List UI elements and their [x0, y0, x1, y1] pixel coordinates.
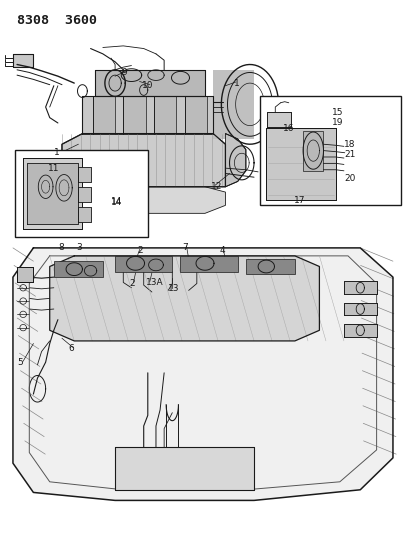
Polygon shape — [13, 54, 33, 67]
Text: 11: 11 — [47, 164, 59, 173]
Polygon shape — [213, 70, 254, 139]
Text: 2: 2 — [129, 279, 135, 288]
Polygon shape — [17, 266, 33, 282]
Polygon shape — [123, 96, 145, 134]
Text: 13: 13 — [168, 284, 179, 293]
Polygon shape — [302, 131, 323, 171]
Text: 13A: 13A — [145, 278, 163, 287]
Polygon shape — [27, 163, 78, 224]
Polygon shape — [245, 259, 294, 274]
Polygon shape — [153, 96, 176, 134]
Polygon shape — [115, 447, 254, 490]
Text: 12: 12 — [211, 182, 222, 191]
Bar — [15, 150, 147, 237]
Polygon shape — [94, 70, 204, 96]
Polygon shape — [82, 96, 213, 134]
Text: 3: 3 — [76, 244, 82, 253]
Polygon shape — [92, 96, 115, 134]
Text: 16: 16 — [282, 124, 293, 133]
Polygon shape — [180, 256, 237, 272]
Text: 8: 8 — [58, 244, 63, 253]
Polygon shape — [343, 303, 376, 316]
Bar — [260, 96, 400, 205]
Polygon shape — [343, 281, 376, 294]
Polygon shape — [49, 187, 225, 213]
Text: 20: 20 — [343, 174, 355, 183]
Text: 4: 4 — [219, 246, 225, 255]
Polygon shape — [78, 187, 90, 202]
Text: 7: 7 — [182, 244, 188, 253]
Polygon shape — [62, 134, 225, 187]
Text: 5: 5 — [17, 358, 23, 367]
Text: 17: 17 — [293, 196, 305, 205]
Polygon shape — [13, 248, 392, 500]
Polygon shape — [54, 261, 103, 277]
Text: 14: 14 — [111, 197, 122, 206]
Polygon shape — [49, 187, 66, 213]
Polygon shape — [23, 158, 82, 229]
Polygon shape — [49, 256, 319, 341]
Text: 6: 6 — [68, 344, 74, 353]
Text: 15: 15 — [331, 108, 342, 117]
Text: 2: 2 — [137, 246, 143, 255]
Polygon shape — [266, 112, 290, 127]
Polygon shape — [184, 96, 207, 134]
Text: 10: 10 — [142, 81, 153, 90]
Text: 19: 19 — [331, 118, 342, 127]
Text: 1: 1 — [233, 78, 239, 87]
Text: 1: 1 — [54, 148, 59, 157]
Polygon shape — [343, 324, 376, 337]
Polygon shape — [265, 128, 335, 200]
Polygon shape — [78, 207, 90, 222]
Text: 8308  3600: 8308 3600 — [17, 14, 97, 27]
Polygon shape — [225, 134, 245, 187]
Polygon shape — [115, 256, 172, 272]
Text: 18: 18 — [343, 140, 355, 149]
Text: 9: 9 — [121, 68, 127, 77]
Text: 21: 21 — [343, 150, 355, 159]
Polygon shape — [78, 167, 90, 182]
Text: 14: 14 — [111, 198, 122, 207]
